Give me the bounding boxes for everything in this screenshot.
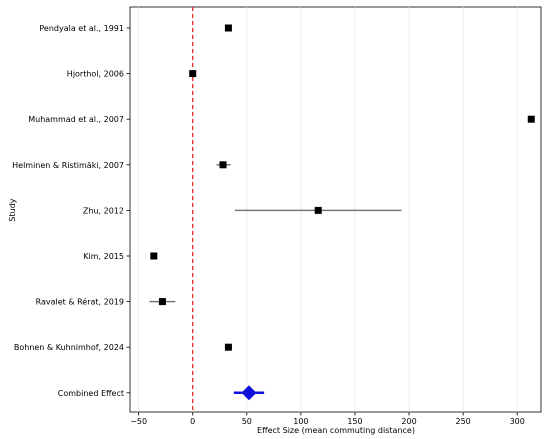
effect-markers (150, 24, 535, 401)
x-tick-label: 200 (401, 417, 416, 426)
y-axis-label: Study (8, 198, 17, 221)
effect-marker (224, 24, 232, 32)
y-tick-label: Ravalet & Rérat, 2019 (36, 297, 124, 307)
y-ticks: Pendyala et al., 1991 Hjorthol, 2006 Muham… (12, 24, 130, 398)
plot-frame (129, 6, 542, 413)
effect-marker (527, 115, 535, 123)
y-tick-label: Kim, 2015 (83, 252, 124, 261)
x-tick-label: 0 (190, 417, 195, 426)
effect-marker (150, 252, 158, 260)
effect-marker (224, 343, 232, 351)
x-tick-label: 250 (455, 417, 470, 426)
y-tick-label: Zhu, 2012 (83, 206, 124, 215)
x-tick-label: −50 (130, 417, 147, 426)
x-grid (138, 7, 518, 412)
effect-marker (158, 298, 166, 306)
y-tick-label: Helminen & Ristimäki, 2007 (12, 161, 124, 170)
effect-marker (189, 70, 197, 78)
y-tick-label: Muhammad et al., 2007 (28, 115, 124, 124)
y-tick-label: Hjorthol, 2006 (67, 70, 124, 79)
x-axis-label: Effect Size (mean commuting distance) (257, 426, 415, 435)
x-tick-label: 150 (347, 417, 362, 426)
effect-marker (314, 206, 322, 214)
x-tick-label: 50 (242, 417, 252, 426)
y-tick-label: Combined Effect (58, 389, 124, 398)
x-ticks: −50 0 50 100 150 200 250 300 (130, 412, 525, 426)
combined-effect-diamond (241, 385, 257, 401)
x-tick-label: 300 (510, 417, 525, 426)
confidence-intervals (149, 164, 402, 395)
y-tick-label: Bohnen & Kuhnimhof, 2024 (14, 343, 124, 352)
x-tick-label: 100 (293, 417, 308, 426)
effect-marker (219, 161, 227, 169)
y-tick-label: Pendyala et al., 1991 (39, 24, 124, 33)
